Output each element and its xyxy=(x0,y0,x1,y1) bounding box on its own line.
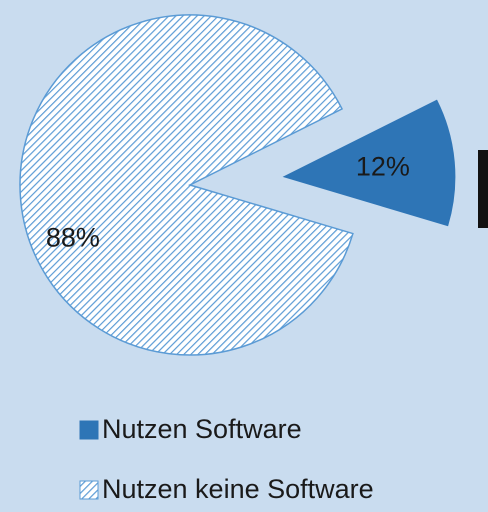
legend-label: Nutzen Software xyxy=(102,414,302,444)
pie-slice xyxy=(19,14,354,356)
pie-slice xyxy=(282,99,456,227)
edge-fragment xyxy=(478,150,488,228)
data-label: 12% xyxy=(356,151,410,181)
legend-label: Nutzen keine Software xyxy=(102,474,374,504)
legend-swatch xyxy=(79,420,99,440)
legend-swatch xyxy=(79,480,99,500)
data-label: 88% xyxy=(46,223,100,253)
